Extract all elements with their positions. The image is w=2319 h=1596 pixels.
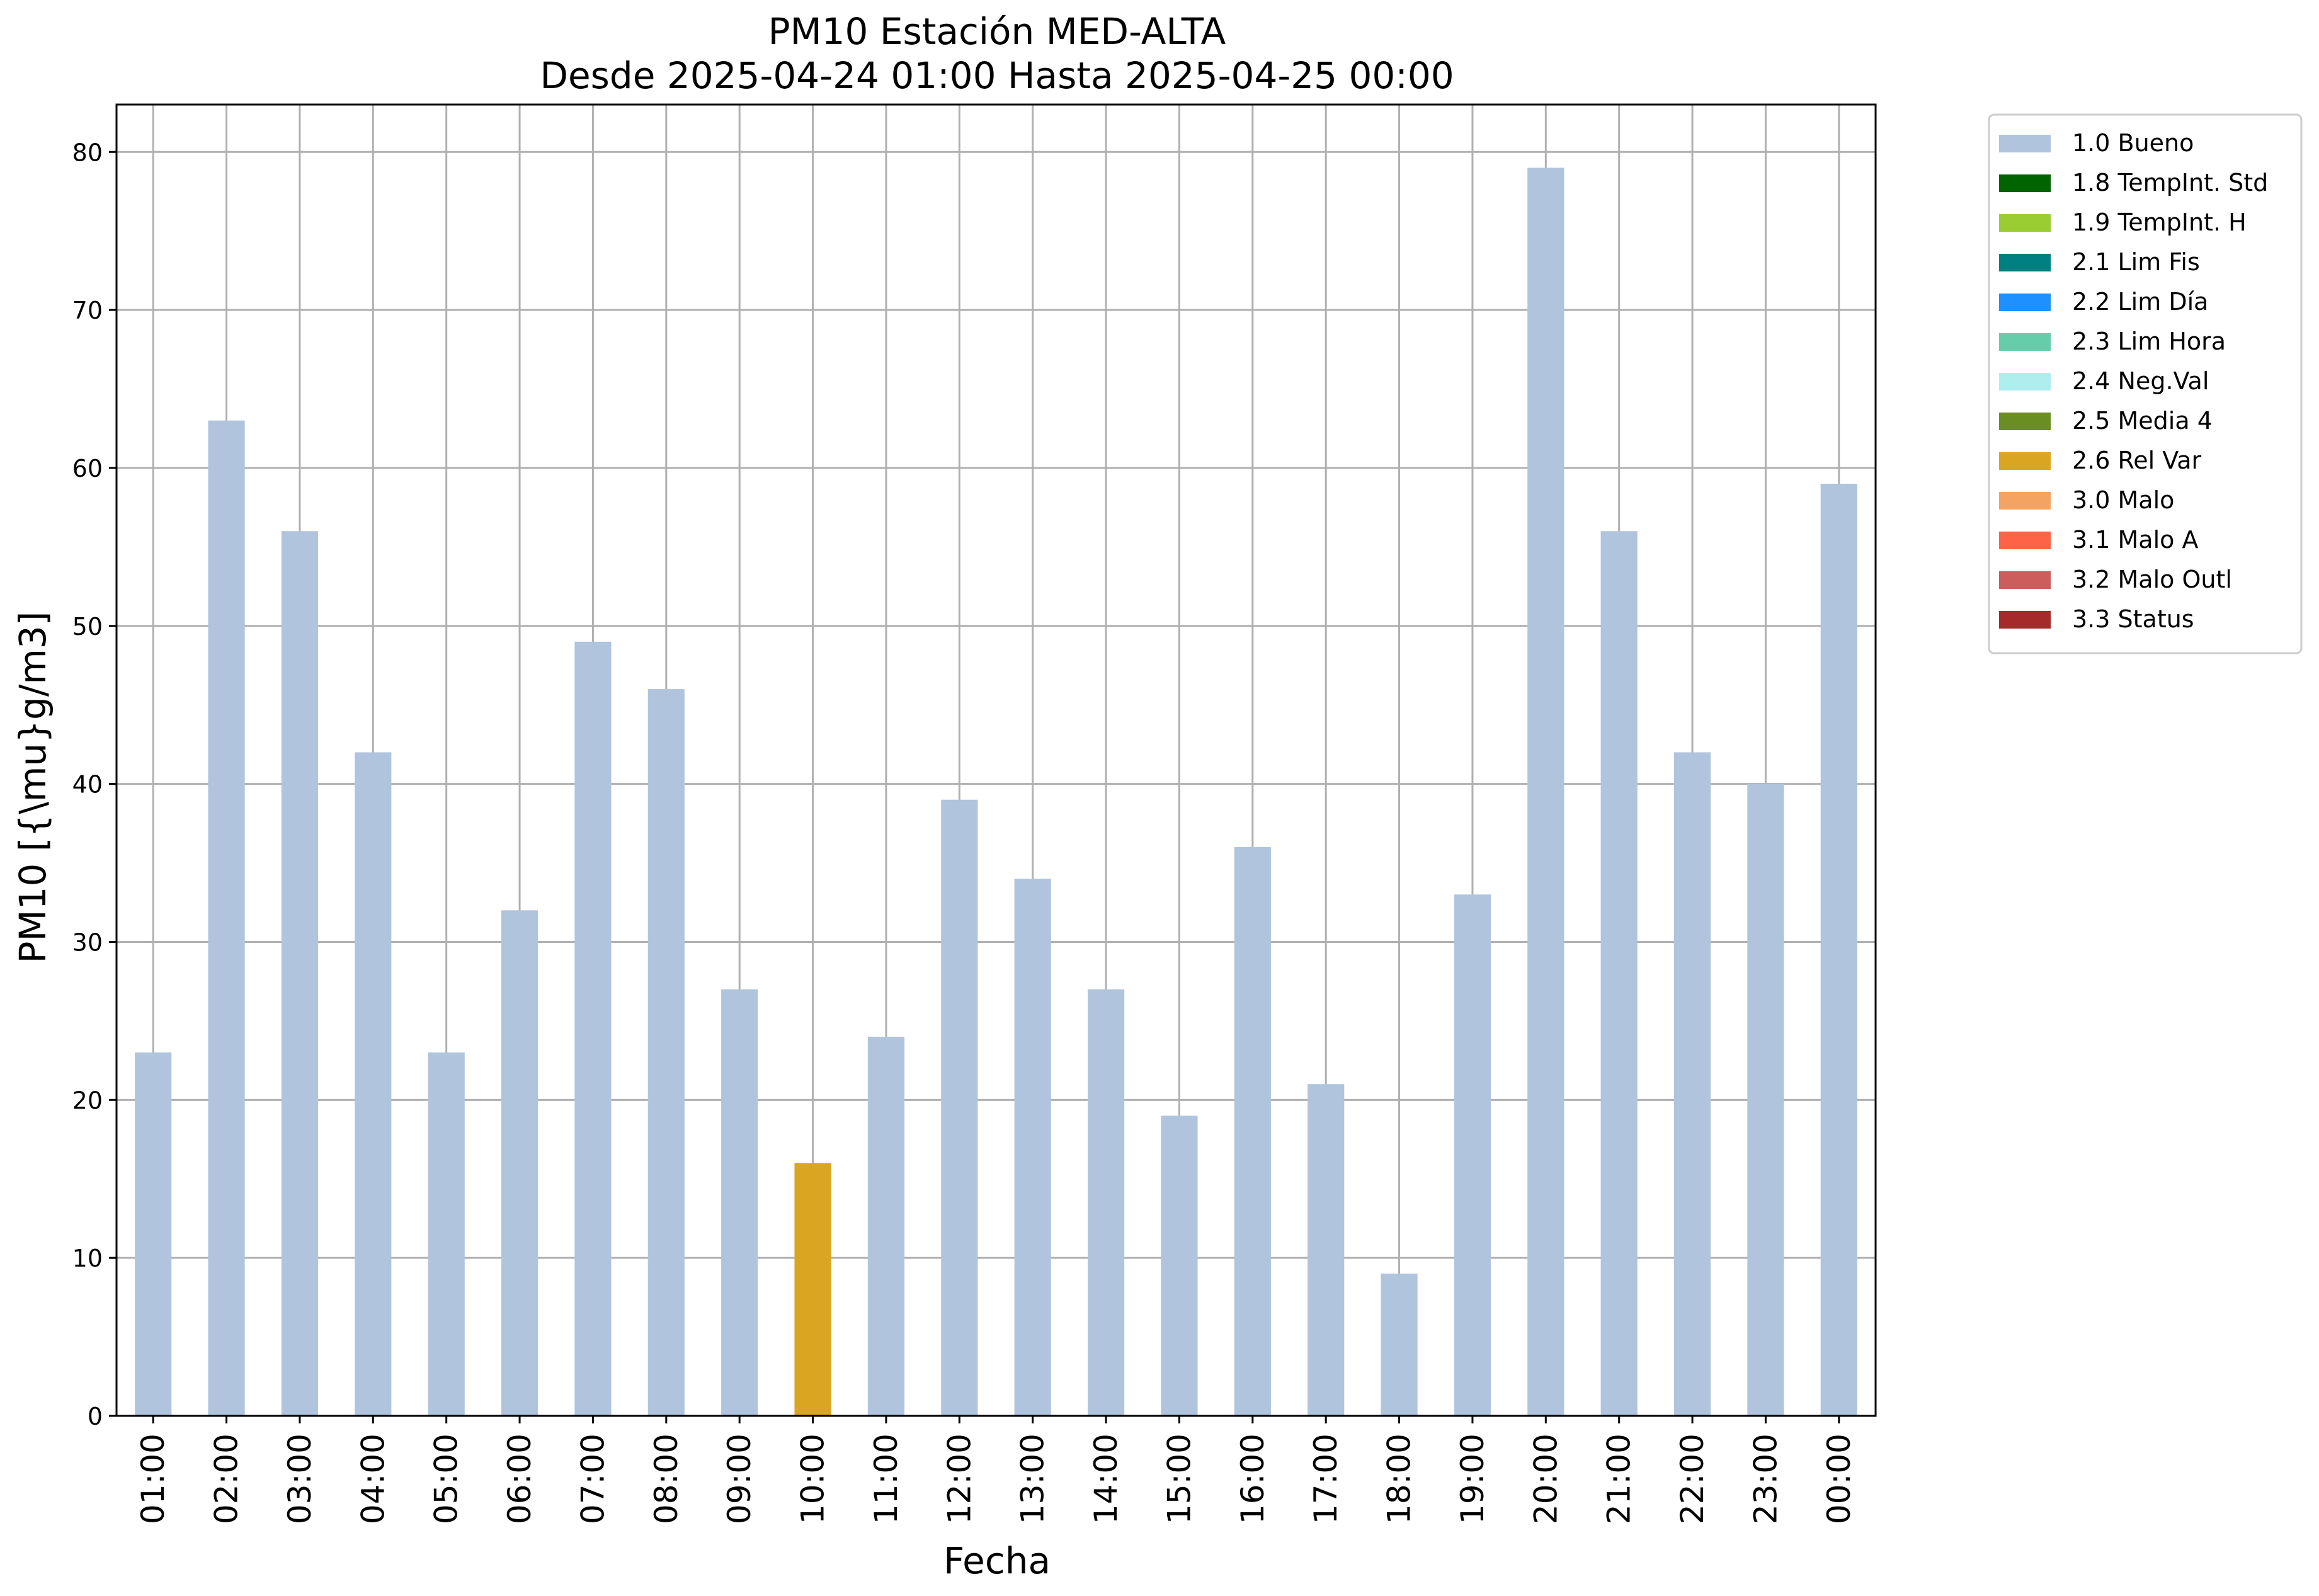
x-tick-label: 15:00 (1161, 1434, 1197, 1524)
legend-label: 2.3 Lim Hora (2072, 328, 2226, 355)
bar-0600 (501, 910, 538, 1416)
bar-2100 (1600, 531, 1638, 1416)
x-tick-label: 17:00 (1308, 1434, 1344, 1524)
y-tick-label: 60 (72, 455, 103, 482)
legend-swatch (1999, 492, 2051, 510)
bar-1900 (1454, 894, 1491, 1416)
bar-2200 (1673, 752, 1711, 1416)
legend-swatch (1999, 571, 2051, 589)
legend-label: 3.3 Status (2072, 605, 2194, 633)
x-tick-label: 00:00 (1821, 1434, 1857, 1524)
bar-1700 (1308, 1084, 1345, 1416)
x-tick-label: 18:00 (1381, 1434, 1418, 1524)
legend-swatch (1999, 373, 2051, 390)
legend-swatch (1999, 413, 2051, 430)
y-axis-label: PM10 [{\mu}g/m3] (11, 612, 54, 964)
legend-swatch (1999, 294, 2051, 311)
x-tick-label: 11:00 (868, 1434, 904, 1524)
bar-2300 (1747, 784, 1784, 1416)
x-tick-label: 23:00 (1747, 1434, 1784, 1524)
legend-swatch (1999, 452, 2051, 470)
x-tick-label: 05:00 (428, 1434, 465, 1524)
bar-1300 (1014, 879, 1051, 1416)
legend-label: 1.9 TempInt. H (2072, 208, 2247, 236)
legend-label: 3.0 Malo (2072, 486, 2174, 514)
plot-area-frame (115, 103, 1877, 1417)
x-tick-label: 06:00 (501, 1434, 538, 1524)
legend-label: 2.1 Lim Fis (2072, 248, 2200, 276)
x-tick-label: 04:00 (355, 1434, 391, 1524)
bar-1200 (941, 799, 978, 1416)
bar-1100 (867, 1036, 905, 1416)
y-tick-label: 50 (72, 613, 103, 641)
x-tick-label: 19:00 (1454, 1434, 1491, 1524)
y-tick-label: 80 (72, 139, 103, 166)
x-tick-label: 20:00 (1527, 1434, 1564, 1524)
x-tick-label: 01:00 (135, 1434, 171, 1524)
legend-label: 1.0 Bueno (2072, 129, 2194, 157)
y-tick-label: 10 (72, 1245, 103, 1272)
bar-1500 (1161, 1115, 1198, 1416)
y-tick-label: 70 (72, 297, 103, 324)
legend: 1.0 Bueno 1.8 TempInt. Std 1.9 TempInt. H 2… (1988, 113, 2303, 654)
x-tick-label: 10:00 (795, 1434, 831, 1524)
x-tick-label: 14:00 (1088, 1434, 1124, 1524)
bar-2000 (1527, 168, 1564, 1416)
bar-1400 (1087, 989, 1125, 1416)
x-tick-label: 13:00 (1015, 1434, 1051, 1524)
bar-0300 (281, 531, 319, 1416)
legend-label: 2.6 Rel Var (2072, 447, 2202, 474)
x-tick-label: 02:00 (208, 1434, 245, 1524)
y-axis: 0 10 20 30 40 50 60 70 80 (72, 139, 117, 1430)
chart-subtitle: Desde 2025-04-24 01:00 Hasta 2025-04-25 … (540, 54, 1454, 97)
x-axis: 01:00 02:00 03:00 04:00 05:00 06:00 07:00 08:00… (135, 1416, 1857, 1524)
x-tick-label: 09:00 (721, 1434, 758, 1524)
bar-0800 (647, 689, 685, 1416)
y-tick-label: 20 (72, 1086, 103, 1114)
bar-0200 (208, 420, 245, 1416)
x-tick-label: 16:00 (1234, 1434, 1271, 1524)
legend-label: 2.2 Lim Día (2072, 288, 2208, 316)
bar-0500 (428, 1052, 465, 1416)
legend-label: 3.2 Malo Outl (2072, 566, 2232, 593)
x-tick-label: 22:00 (1674, 1434, 1711, 1524)
legend-swatch (1999, 333, 2051, 351)
legend-label: 1.8 TempInt. Std (2072, 169, 2268, 197)
x-tick-label: 21:00 (1601, 1434, 1638, 1524)
bar-1800 (1381, 1274, 1418, 1416)
legend-label: 2.5 Media 4 (2072, 407, 2213, 435)
x-axis-label: Fecha (943, 1539, 1051, 1582)
legend-label: 2.4 Neg.Val (2072, 367, 2209, 395)
chart-title: PM10 Estación MED-ALTA (768, 10, 1226, 53)
legend-label: 3.1 Malo A (2072, 526, 2198, 554)
legend-frame (1988, 113, 2303, 654)
bar-0400 (355, 752, 392, 1416)
legend-swatch (1999, 135, 2051, 152)
legend-swatch (1999, 611, 2051, 629)
y-tick-label: 30 (72, 928, 103, 956)
bar-0900 (721, 989, 758, 1416)
legend-swatch (1999, 254, 2051, 271)
y-tick-label: 0 (88, 1403, 103, 1430)
legend-swatch (1999, 532, 2051, 549)
bar-1600 (1234, 846, 1271, 1416)
x-tick-label: 08:00 (648, 1434, 685, 1524)
y-tick-label: 40 (72, 771, 103, 799)
x-tick-label: 12:00 (941, 1434, 977, 1524)
bar-1000 (794, 1163, 831, 1416)
bar-0000 (1820, 484, 1857, 1416)
legend-swatch (1999, 214, 2051, 232)
x-tick-label: 03:00 (282, 1434, 318, 1524)
x-tick-label: 07:00 (574, 1434, 611, 1524)
bar-0100 (135, 1052, 172, 1416)
bar-0700 (574, 641, 612, 1416)
bars (135, 168, 1857, 1416)
legend-swatch (1999, 174, 2051, 192)
